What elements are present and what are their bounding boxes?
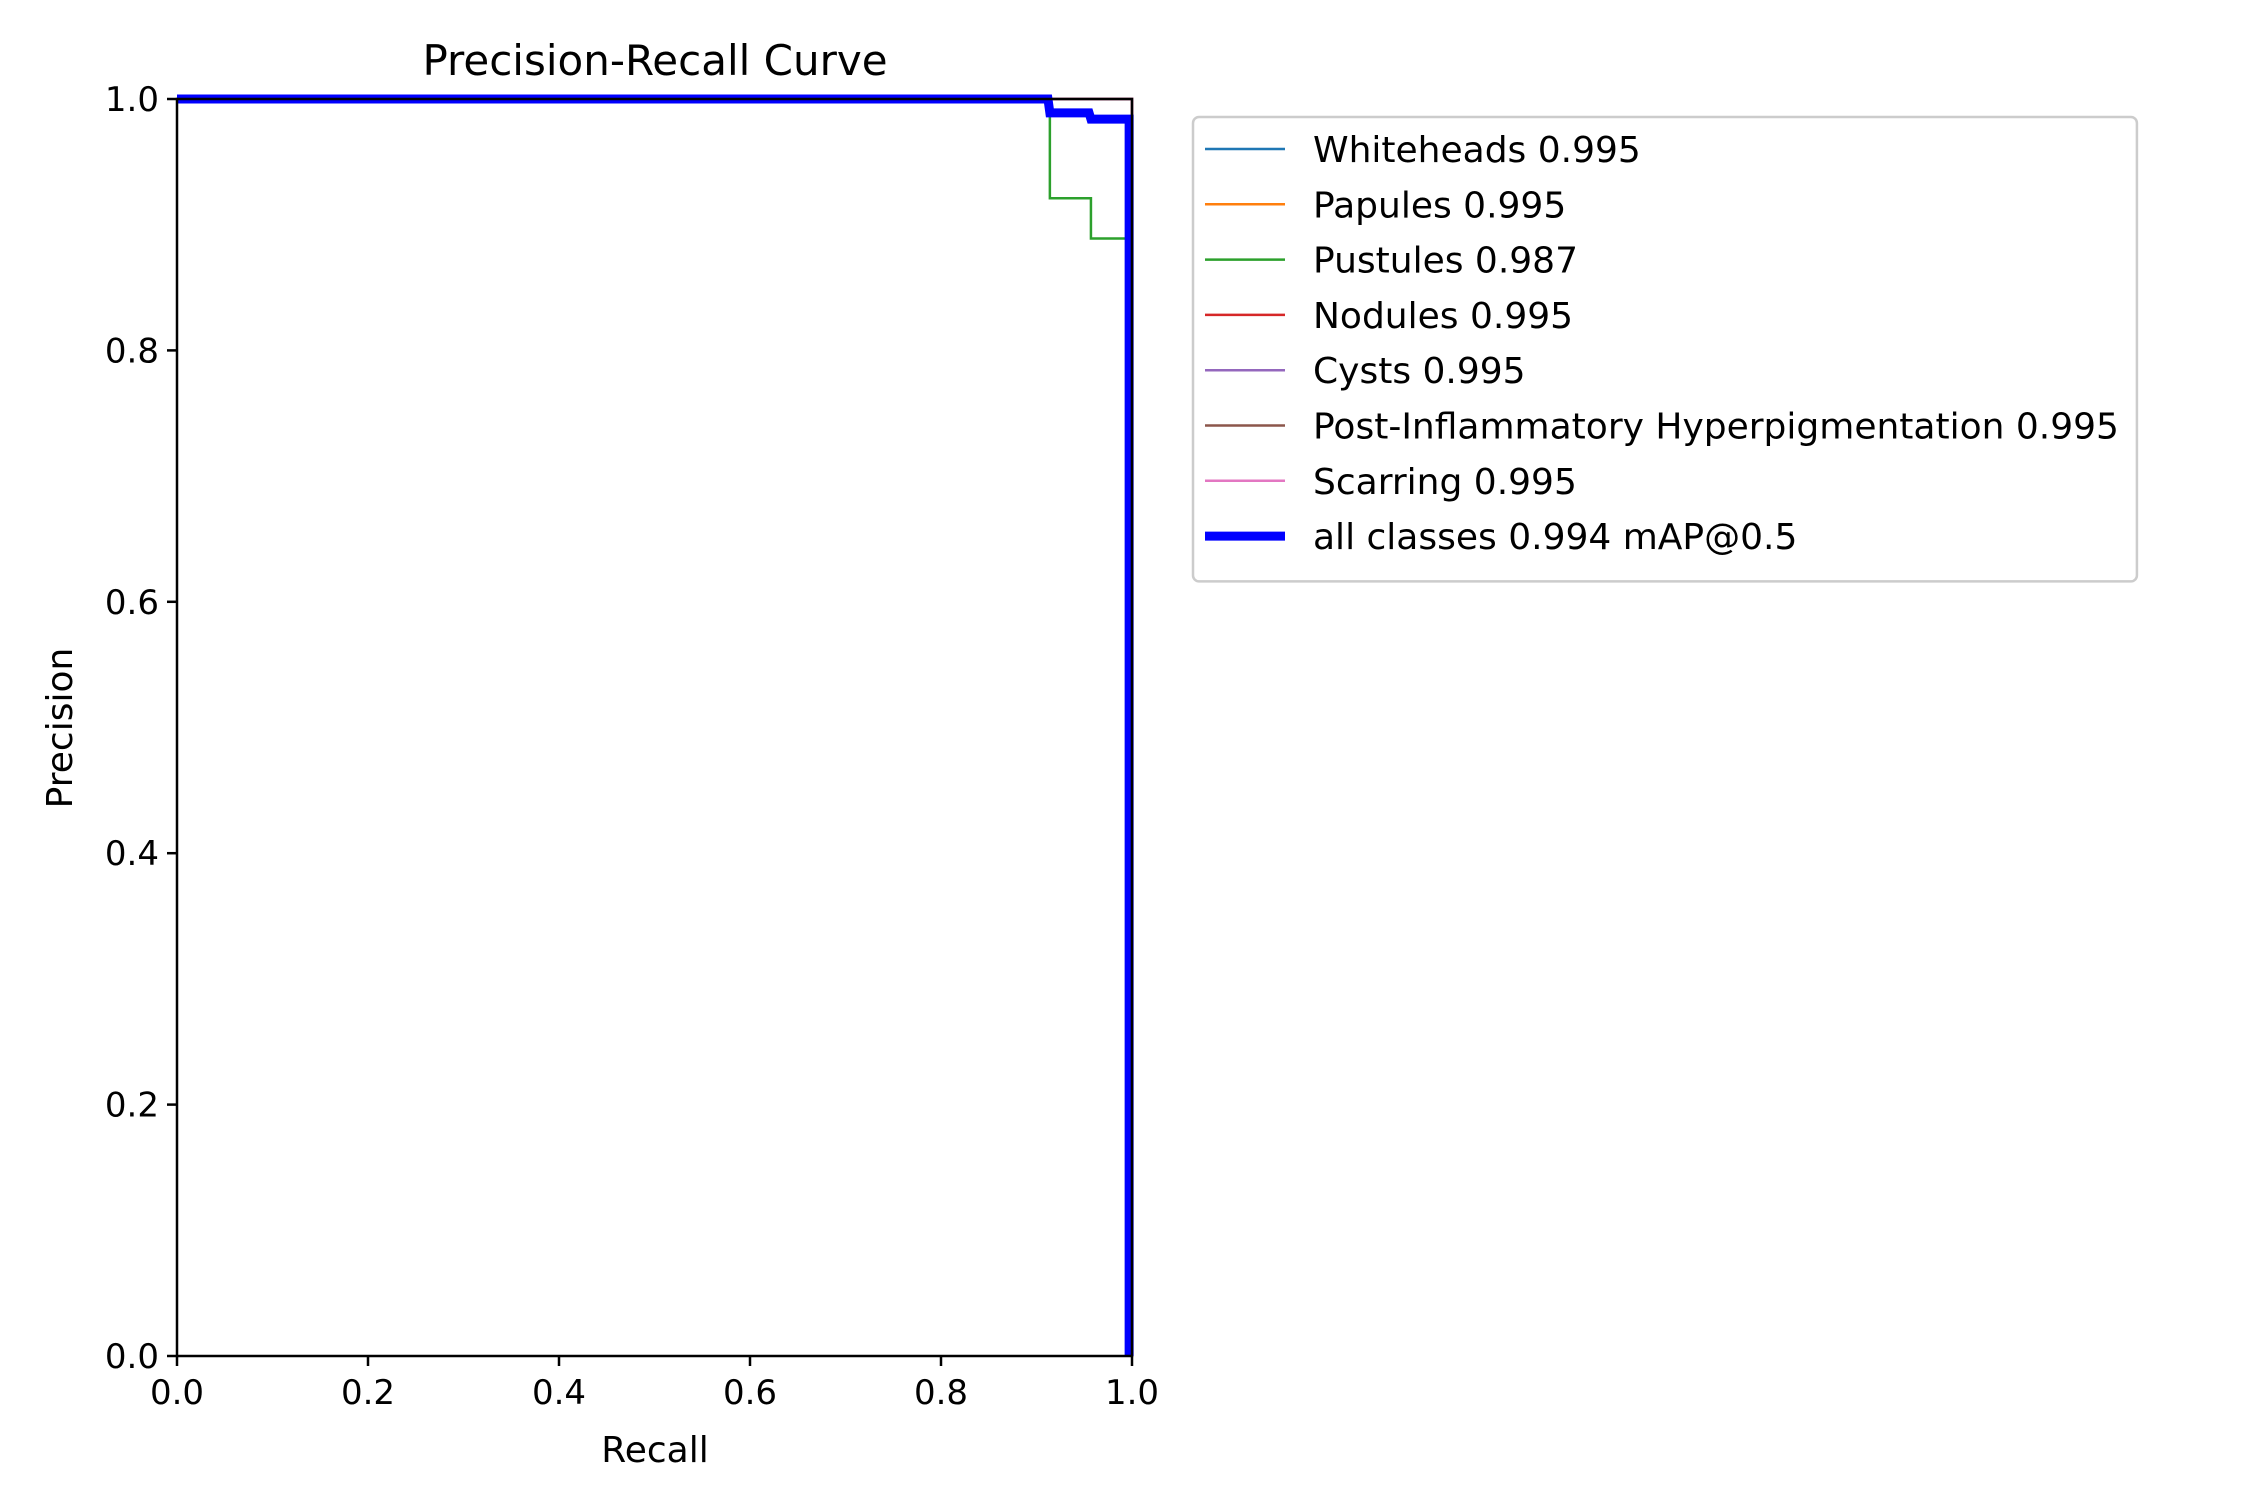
legend: Whiteheads 0.995 Papules 0.995 Pustules 0.…: [1191, 115, 2139, 583]
legend-label-5: Post-Inflammatory Hyperpigmentation 0.99…: [1313, 407, 2119, 448]
legend-box: [1191, 115, 2139, 583]
x-tick-label-5: 1.0: [1105, 1373, 1159, 1413]
y-tick-label-2: 0.4: [105, 834, 159, 874]
y-tick-label-3: 0.6: [105, 583, 159, 623]
y-tick-label-4: 0.8: [105, 331, 159, 371]
legend-label-4: Cysts 0.995: [1313, 351, 1526, 392]
x-tick-label-0: 0.0: [150, 1373, 204, 1413]
y-axis: 0.0 0.2 0.4 0.6 0.8 1.0: [105, 80, 177, 1377]
x-axis: 0.0 0.2 0.4 0.6 0.8 1.0: [150, 1356, 1159, 1413]
y-tick-label-5: 1.0: [105, 80, 159, 120]
legend-label-3: Nodules 0.995: [1313, 296, 1573, 337]
axes-frame: [175, 97, 1134, 1358]
legend-label-7: all classes 0.994 mAP@0.5: [1313, 517, 1797, 558]
x-tick-label-1: 0.2: [341, 1373, 395, 1413]
x-tick-label-3: 0.6: [723, 1373, 777, 1413]
legend-label-2: Pustules 0.987: [1313, 241, 1578, 282]
chart-title: Precision-Recall Curve: [422, 36, 887, 85]
legend-label-0: Whiteheads 0.995: [1313, 130, 1641, 171]
x-axis-label: Recall: [601, 1430, 708, 1471]
y-axis-label: Precision: [40, 648, 81, 809]
x-tick-label-2: 0.4: [532, 1373, 586, 1413]
y-tick-label-1: 0.2: [105, 1086, 159, 1126]
legend-label-1: Papules 0.995: [1313, 185, 1566, 226]
x-tick-label-4: 0.8: [914, 1373, 968, 1413]
legend-label-6: Scarring 0.995: [1313, 462, 1577, 503]
plot-area: [175, 94, 1134, 1358]
y-tick-label-0: 0.0: [105, 1337, 159, 1377]
